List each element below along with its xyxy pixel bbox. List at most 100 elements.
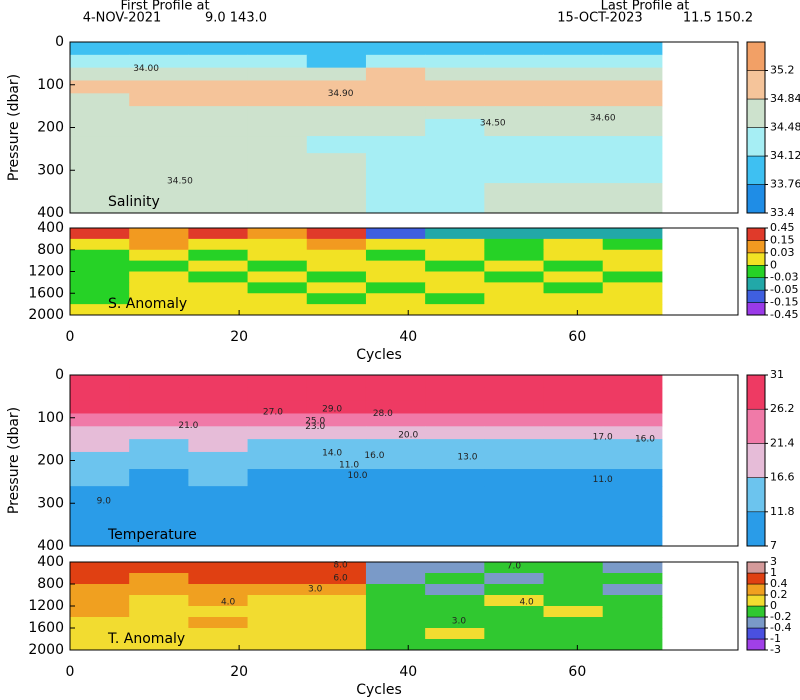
cell (365, 413, 426, 427)
cell (70, 304, 130, 316)
cell (543, 516, 604, 547)
contour-label: 21.0 (178, 421, 198, 431)
cell (306, 304, 367, 316)
cell (129, 293, 189, 305)
cell (365, 183, 426, 214)
cell (70, 400, 130, 414)
header-first-title: First Profile at (120, 0, 209, 14)
cell (247, 606, 308, 618)
cell (365, 54, 426, 69)
colorbar-segment (746, 561, 766, 574)
cell (70, 118, 130, 137)
cell (70, 439, 130, 453)
cell (425, 271, 485, 283)
cell (306, 260, 367, 272)
cell (543, 106, 604, 120)
cell (306, 375, 367, 389)
cell (247, 67, 308, 81)
cell (543, 93, 604, 107)
cell (70, 136, 130, 154)
cell (602, 260, 663, 272)
colorbar-segment (746, 374, 766, 410)
cell (602, 426, 663, 440)
cell (484, 426, 545, 440)
cell (425, 639, 485, 651)
cell (306, 93, 367, 107)
colorbar-label: 0 (770, 258, 777, 271)
cell (543, 606, 604, 618)
cell (425, 228, 485, 240)
cell (129, 387, 189, 402)
cell (70, 617, 130, 629)
contour-label: 20.0 (398, 430, 418, 440)
cell (306, 469, 367, 487)
cell (188, 260, 249, 272)
contour-label: 14.0 (322, 449, 342, 459)
cell (602, 293, 663, 305)
contour-label: 34.60 (590, 114, 616, 124)
cell (484, 136, 545, 154)
cell (365, 153, 426, 184)
x-tick-label: 60 (568, 664, 586, 680)
cell (188, 183, 249, 214)
cell (365, 617, 426, 629)
cell (543, 293, 604, 305)
cell (188, 439, 249, 453)
cell (306, 486, 367, 517)
x-tick-label: 20 (230, 329, 248, 345)
cell (602, 387, 663, 402)
cell (365, 228, 426, 240)
cell (365, 106, 426, 120)
y-tick-label: 200 (37, 120, 64, 136)
cell (484, 67, 545, 81)
cell (365, 639, 426, 651)
cell (70, 271, 130, 283)
colorbar-frame (746, 374, 766, 547)
cell (602, 562, 663, 574)
cell (425, 413, 485, 427)
cell (425, 573, 485, 585)
cell (425, 93, 485, 107)
cell (484, 293, 545, 305)
colorbar-frame (746, 227, 766, 316)
cell (306, 562, 367, 574)
cell (484, 562, 545, 574)
colorbar-segment (746, 277, 766, 291)
cell (70, 584, 130, 596)
cell (484, 606, 545, 618)
cell (188, 606, 249, 618)
colorbar-label: -0.05 (770, 283, 798, 296)
cell (247, 238, 308, 251)
y-tick-label: 1600 (28, 285, 64, 301)
cell (306, 271, 367, 283)
cell (247, 293, 308, 305)
cell (129, 400, 189, 414)
cell (247, 426, 308, 440)
header-first-pos: 9.0 143.0 (205, 11, 267, 26)
cell (484, 617, 545, 629)
colorbar-label: -0.45 (770, 308, 798, 321)
cell (70, 595, 130, 607)
cell (129, 439, 189, 453)
cell (543, 42, 604, 56)
colorbar-segment (746, 127, 766, 157)
cell (484, 413, 545, 427)
cell (365, 136, 426, 154)
cell (129, 271, 189, 283)
colorbar-segment (746, 477, 766, 513)
cell (129, 67, 189, 81)
colorbar-label: 34.84 (770, 92, 800, 105)
cell (365, 271, 426, 283)
y-tick-label: 1200 (28, 264, 64, 280)
cell (425, 304, 485, 316)
cell (425, 375, 485, 389)
panel-label: Salinity (108, 194, 160, 210)
cell (425, 249, 485, 262)
cell (129, 486, 189, 517)
cell (425, 606, 485, 618)
x-tick-label: 40 (399, 329, 417, 345)
cell (188, 153, 249, 184)
cell (602, 486, 663, 517)
cell (188, 106, 249, 120)
cell (129, 606, 189, 618)
